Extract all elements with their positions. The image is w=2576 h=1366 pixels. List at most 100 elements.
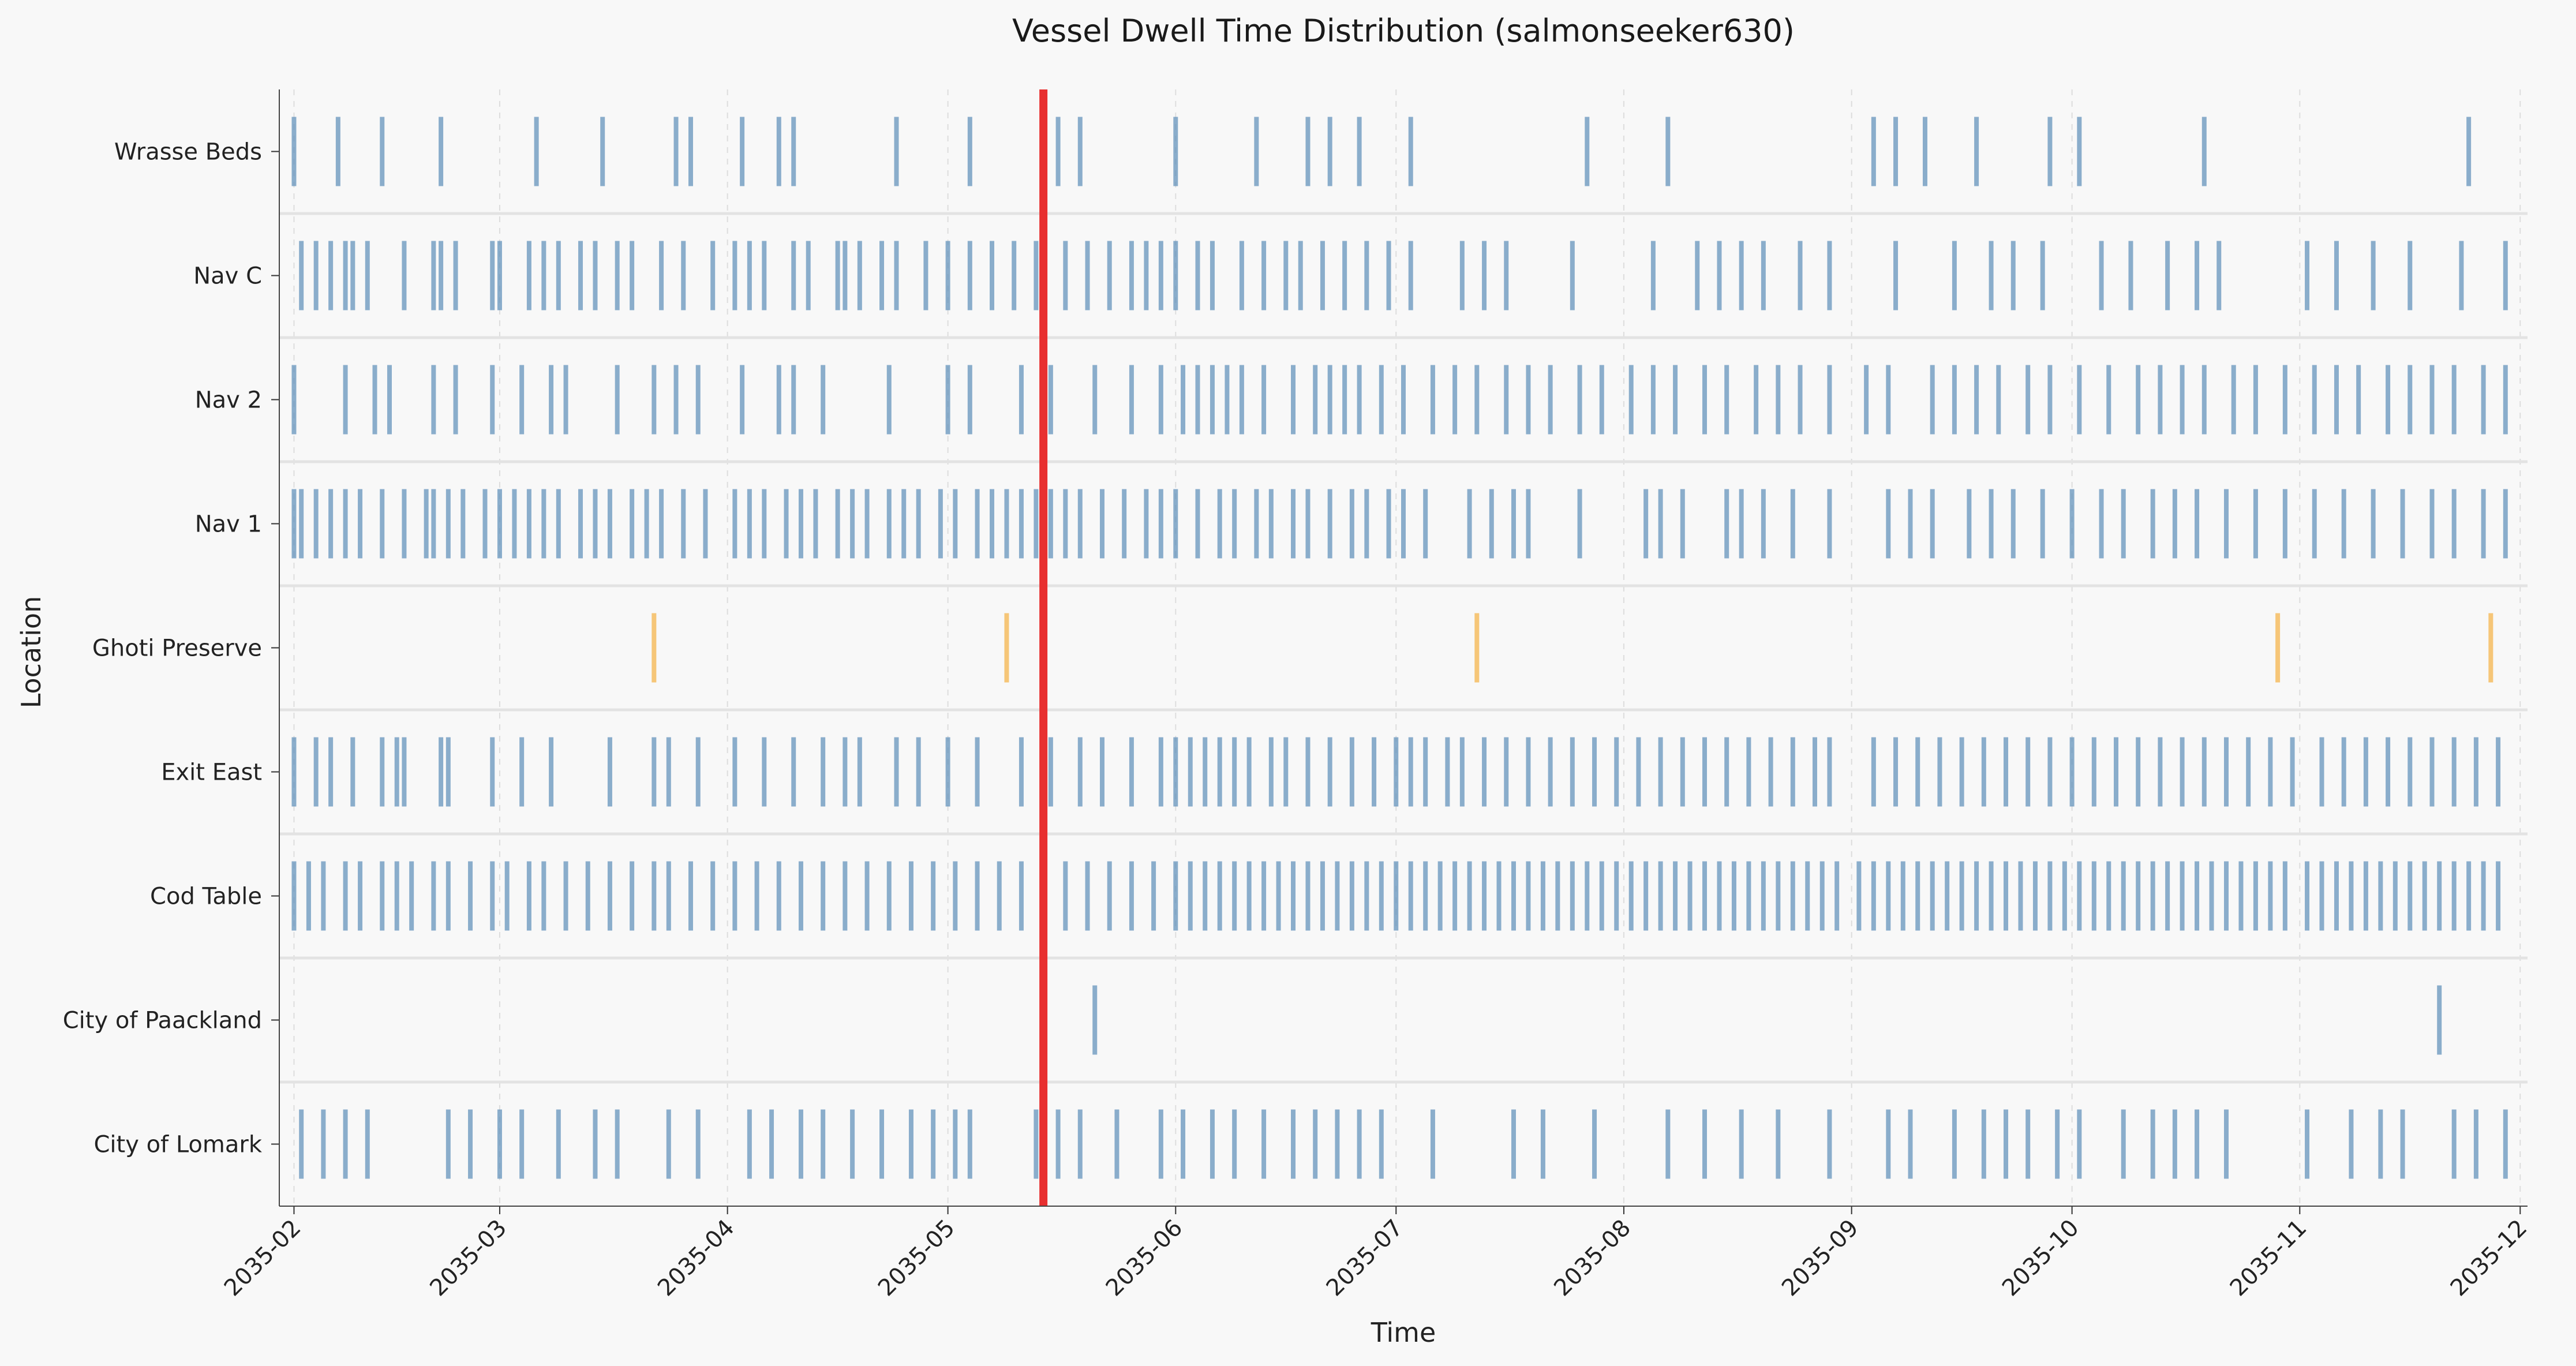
event-mark xyxy=(2172,489,2177,559)
event-mark xyxy=(1790,489,1795,559)
y-tick-labels: Wrasse Beds Nav C Nav 2 Nav 1 Ghoti Preserve… xyxy=(63,139,263,1158)
event-mark xyxy=(1761,241,1766,310)
event-mark xyxy=(2091,861,2096,931)
event-mark xyxy=(864,489,870,559)
event-mark xyxy=(931,1109,936,1179)
event-mark xyxy=(2488,613,2493,683)
event-mark xyxy=(835,489,840,559)
event-mark xyxy=(1305,861,1311,931)
event-mark xyxy=(1004,613,1009,683)
event-mark xyxy=(2282,861,2287,931)
y-tick-label: Cod Table xyxy=(150,884,262,910)
event-mark xyxy=(2268,737,2273,807)
event-mark xyxy=(1144,241,1149,310)
event-mark xyxy=(2378,861,2383,931)
event-mark xyxy=(1746,861,1751,931)
event-mark xyxy=(784,489,789,559)
event-mark xyxy=(1055,1109,1061,1179)
event-mark xyxy=(490,241,495,310)
event-mark xyxy=(894,737,899,807)
event-mark xyxy=(2451,861,2457,931)
event-mark xyxy=(439,117,444,186)
y-tick-label: City of Lomark xyxy=(93,1132,262,1158)
event-mark xyxy=(313,489,319,559)
event-mark xyxy=(2106,365,2111,435)
event-mark xyxy=(1268,489,1274,559)
event-mark xyxy=(666,1109,671,1179)
event-mark xyxy=(1790,737,1795,807)
event-mark xyxy=(967,117,972,186)
event-mark xyxy=(2253,489,2258,559)
event-mark xyxy=(1459,737,1465,807)
event-mark xyxy=(1930,489,1935,559)
event-mark xyxy=(2437,861,2442,931)
event-mark xyxy=(2503,489,2508,559)
event-mark xyxy=(1945,861,1950,931)
event-mark xyxy=(901,489,907,559)
event-mark xyxy=(1974,861,1979,931)
event-mark xyxy=(1364,861,1369,931)
event-mark xyxy=(1048,737,1053,807)
event-mark xyxy=(1504,737,1509,807)
event-mark xyxy=(1952,1109,1957,1179)
event-mark xyxy=(549,365,554,435)
event-mark xyxy=(1107,241,1112,310)
event-mark xyxy=(1232,1109,1237,1179)
event-mark xyxy=(1437,861,1443,931)
event-mark xyxy=(1246,861,1252,931)
event-mark xyxy=(1408,117,1413,186)
event-mark xyxy=(1930,861,1935,931)
event-mark xyxy=(2459,241,2464,310)
event-mark xyxy=(526,241,531,310)
event-mark xyxy=(1357,365,1362,435)
event-mark xyxy=(1717,861,1722,931)
event-mark xyxy=(923,241,928,310)
event-mark xyxy=(2341,489,2346,559)
event-mark xyxy=(600,117,605,186)
event-mark xyxy=(1077,117,1083,186)
event-mark xyxy=(1019,489,1024,559)
event-mark xyxy=(2136,861,2141,931)
event-mark xyxy=(894,241,899,310)
event-mark xyxy=(1349,737,1354,807)
event-mark xyxy=(1886,861,1891,931)
event-mark xyxy=(1019,861,1024,931)
event-mark xyxy=(1680,489,1685,559)
event-mark xyxy=(2004,861,2009,931)
event-mark xyxy=(908,1109,913,1179)
event-mark xyxy=(1063,489,1068,559)
event-mark xyxy=(372,365,377,435)
event-mark xyxy=(1158,241,1163,310)
chart-title: Vessel Dwell Time Distribution (salmonse… xyxy=(1012,13,1795,49)
event-mark xyxy=(1754,365,1759,435)
event-mark xyxy=(1570,737,1575,807)
event-mark xyxy=(1952,241,1957,310)
event-mark xyxy=(1614,737,1619,807)
event-mark xyxy=(2114,737,2119,807)
event-mark xyxy=(1526,861,1531,931)
event-mark xyxy=(1158,365,1163,435)
event-mark xyxy=(1357,1109,1362,1179)
event-mark xyxy=(541,861,546,931)
event-mark xyxy=(1930,365,1935,435)
event-mark xyxy=(1210,365,1215,435)
event-mark xyxy=(673,117,679,186)
event-mark xyxy=(2201,365,2207,435)
event-mark xyxy=(1452,365,1458,435)
event-mark xyxy=(1203,737,1208,807)
event-mark xyxy=(1129,737,1134,807)
event-mark xyxy=(453,365,458,435)
event-mark xyxy=(2305,1109,2310,1179)
event-mark xyxy=(791,117,796,186)
event-mark xyxy=(445,861,451,931)
event-mark xyxy=(439,241,444,310)
event-mark xyxy=(1195,365,1200,435)
event-mark xyxy=(343,1109,348,1179)
event-mark xyxy=(2136,737,2141,807)
event-mark xyxy=(695,1109,701,1179)
event-mark xyxy=(1151,861,1156,931)
event-mark xyxy=(886,489,892,559)
event-mark xyxy=(1886,1109,1891,1179)
event-mark xyxy=(2091,737,2096,807)
